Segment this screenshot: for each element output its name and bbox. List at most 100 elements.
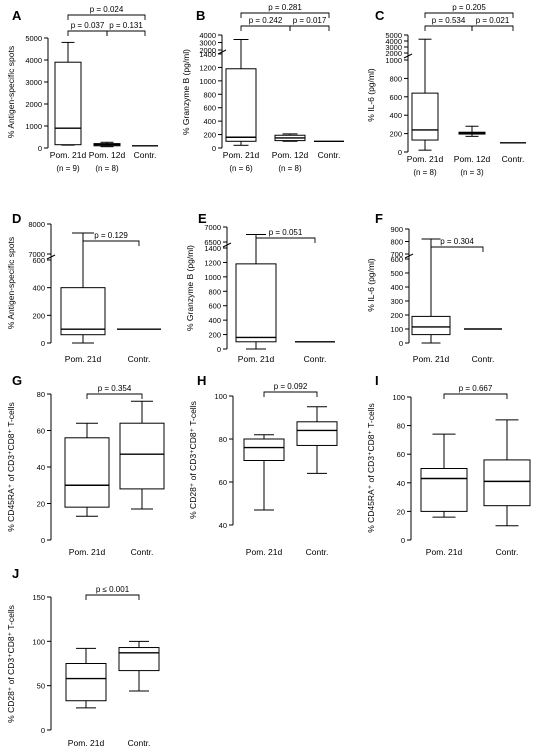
panel-i-y-label: % CD45RA⁺ of CD3⁺CD8⁺ T-cells [366, 403, 376, 533]
panel-f-p-value: p = 0.304 [440, 237, 474, 246]
panel-f-y-tick-label: 700 [390, 250, 403, 259]
panel-a-y-tick-label: 3000 [25, 78, 42, 87]
panel-d-y-label: % Antigen-specific spots [6, 237, 16, 329]
panel-e-y-tick-label: 800 [208, 287, 221, 296]
panel-a-p-value: p = 0.024 [90, 5, 124, 14]
panel-c-p-value: p = 0.021 [476, 16, 510, 25]
panel-c-y-label: % IL-6 (pg/ml) [366, 68, 376, 122]
panel-i-letter: I [375, 373, 379, 388]
panel-e-box-1 [235, 234, 277, 350]
panel-j-category-label: Contr. [128, 738, 151, 748]
panel-h-y-label: % CD28⁺ of CD3⁺CD8⁺ T-cells [188, 401, 198, 519]
panel-e-y-tick-label: 600 [208, 302, 221, 311]
panel-g-y-label: % CD45RA⁺ of CD3⁺CD8⁺ T-cells [6, 402, 16, 532]
panel-e-category-label: Pom. 21d [238, 354, 275, 364]
panel-h-category-label: Pom. 21d [246, 547, 283, 557]
panel-g-category-label: Pom. 21d [69, 547, 106, 557]
panel-g-letter: G [12, 373, 22, 388]
panel-d-y-tick-label: 600 [32, 256, 45, 265]
panel-i-iqr-box [420, 468, 468, 512]
panel-g-box-2 [119, 400, 165, 510]
panel-c-letter: C [375, 8, 385, 23]
panel-f-axis-break [404, 253, 414, 259]
panel-i-y-tick-label: 100 [392, 393, 405, 402]
panel-g-bracket-line [86, 393, 143, 399]
panel-f-y-tick-label: 300 [390, 297, 403, 306]
panel-a-y-tick-label: 4000 [25, 56, 42, 65]
panel-a-comparison-bracket [67, 30, 108, 36]
panel-e-y-tick-label: 200 [208, 331, 221, 340]
panel-g-iqr-box [119, 422, 165, 490]
panel-c-category-label: Pom. 12d [454, 154, 491, 164]
panel-d-axis-break [46, 254, 56, 260]
panel-d-y-tick-label: 7000 [28, 250, 45, 259]
panel-f-box-1 [411, 238, 451, 344]
panel-e-y-tick-label: 1400 [204, 244, 221, 253]
panel-a-n-label: (n = 9) [56, 164, 80, 173]
panel-b-box-1 [225, 39, 257, 146]
panel-a-category-label: Contr. [134, 150, 157, 160]
panel-d-y-tick-label: 400 [32, 284, 45, 293]
panel-b-comparison-bracket [289, 25, 330, 31]
panel-g-iqr-box [64, 437, 110, 508]
panel-a-category-label: Pom. 12d [89, 150, 126, 160]
panel-c-y-tick-label: 3000 [385, 43, 402, 52]
panel-f-y-tick-label: 900 [390, 225, 403, 234]
panel-c-iqr-box [411, 92, 439, 141]
panel-g-y-tick-label: 0 [41, 536, 45, 545]
panel-i-y-tick-label: 20 [397, 507, 405, 516]
panel-f-bracket-line [430, 246, 484, 252]
panel-h-y-tick-label: 80 [219, 435, 227, 444]
panel-b-y-tick-label: 0 [212, 144, 216, 153]
panel-f-y-tick-label: 500 [390, 269, 403, 278]
panel-c-y-tick-label: 600 [389, 93, 402, 102]
panel-i-comparison-bracket [443, 393, 508, 399]
panel-h-box-1 [243, 434, 285, 511]
panel-c-y-tick-label: 200 [389, 130, 402, 139]
panel-i-p-value: p = 0.667 [459, 384, 493, 393]
panel-c-bracket-line [424, 25, 473, 31]
panel-j-y-tick-label: 150 [32, 593, 45, 602]
panel-j-comparison-bracket [85, 594, 140, 600]
panel-h-iqr-box [296, 421, 338, 446]
panel-a-category-label: Pom. 21d [50, 150, 87, 160]
panel-b-y-tick-label: 4000 [199, 31, 216, 40]
panel-b-comparison-bracket [240, 12, 330, 18]
panel-f-y-tick-label: 0 [399, 339, 403, 348]
panel-b-category-label: Pom. 12d [272, 150, 309, 160]
panel-b-p-value: p = 0.242 [249, 16, 283, 25]
panel-b-y-tick-label: 1200 [199, 63, 216, 72]
panel-b-y-tick-label: 1000 [199, 77, 216, 86]
panel-b-y-tick-label: 800 [203, 90, 216, 99]
panel-f-y-tick-label: 600 [390, 255, 403, 264]
panel-b-axis-break [217, 49, 227, 55]
panel-f-y-label: % IL-6 (pg/ml) [366, 258, 376, 312]
panel-h-iqr-box [243, 438, 285, 461]
panel-i-y-tick-label: 40 [397, 479, 405, 488]
panel-i-bracket-line [443, 393, 508, 399]
panel-i-y-tick-label: 0 [401, 536, 405, 545]
panel-b-letter: B [196, 8, 205, 23]
panel-a-p-value: p = 0.131 [109, 21, 143, 30]
panel-b-p-value: p = 0.281 [268, 3, 302, 12]
panel-b-y-tick-label: 3000 [199, 39, 216, 48]
panel-f-y-tick-label: 800 [390, 238, 403, 247]
panel-f-letter: F [375, 211, 383, 226]
panel-a-bracket-line [67, 14, 146, 20]
panel-f-y-tick-label: 100 [390, 325, 403, 334]
panel-a-y-tick-label: 5000 [25, 34, 42, 43]
panel-e-y-label: % Granzyme B (pg/ml) [185, 245, 195, 331]
panel-g-box-1 [64, 422, 110, 517]
panel-b-y-tick-label: 1400 [199, 50, 216, 59]
panel-e-y-tick-label: 6500 [204, 238, 221, 247]
panel-f-y-tick-label: 200 [390, 311, 403, 320]
panel-b-n-label: (n = 8) [278, 164, 302, 173]
panel-e-letter: E [198, 211, 207, 226]
panel-b-y-label: % Granzyme B (pg/ml) [181, 49, 191, 135]
panel-a-y-label: % Antigen-specific spots [6, 46, 16, 138]
panel-g-y-tick-label: 60 [37, 427, 45, 436]
panel-a-y-tick-label: 1000 [25, 122, 42, 131]
panel-c-box-2 [458, 125, 486, 137]
panel-i-category-label: Contr. [496, 547, 519, 557]
panel-b-iqr-box [225, 68, 257, 142]
